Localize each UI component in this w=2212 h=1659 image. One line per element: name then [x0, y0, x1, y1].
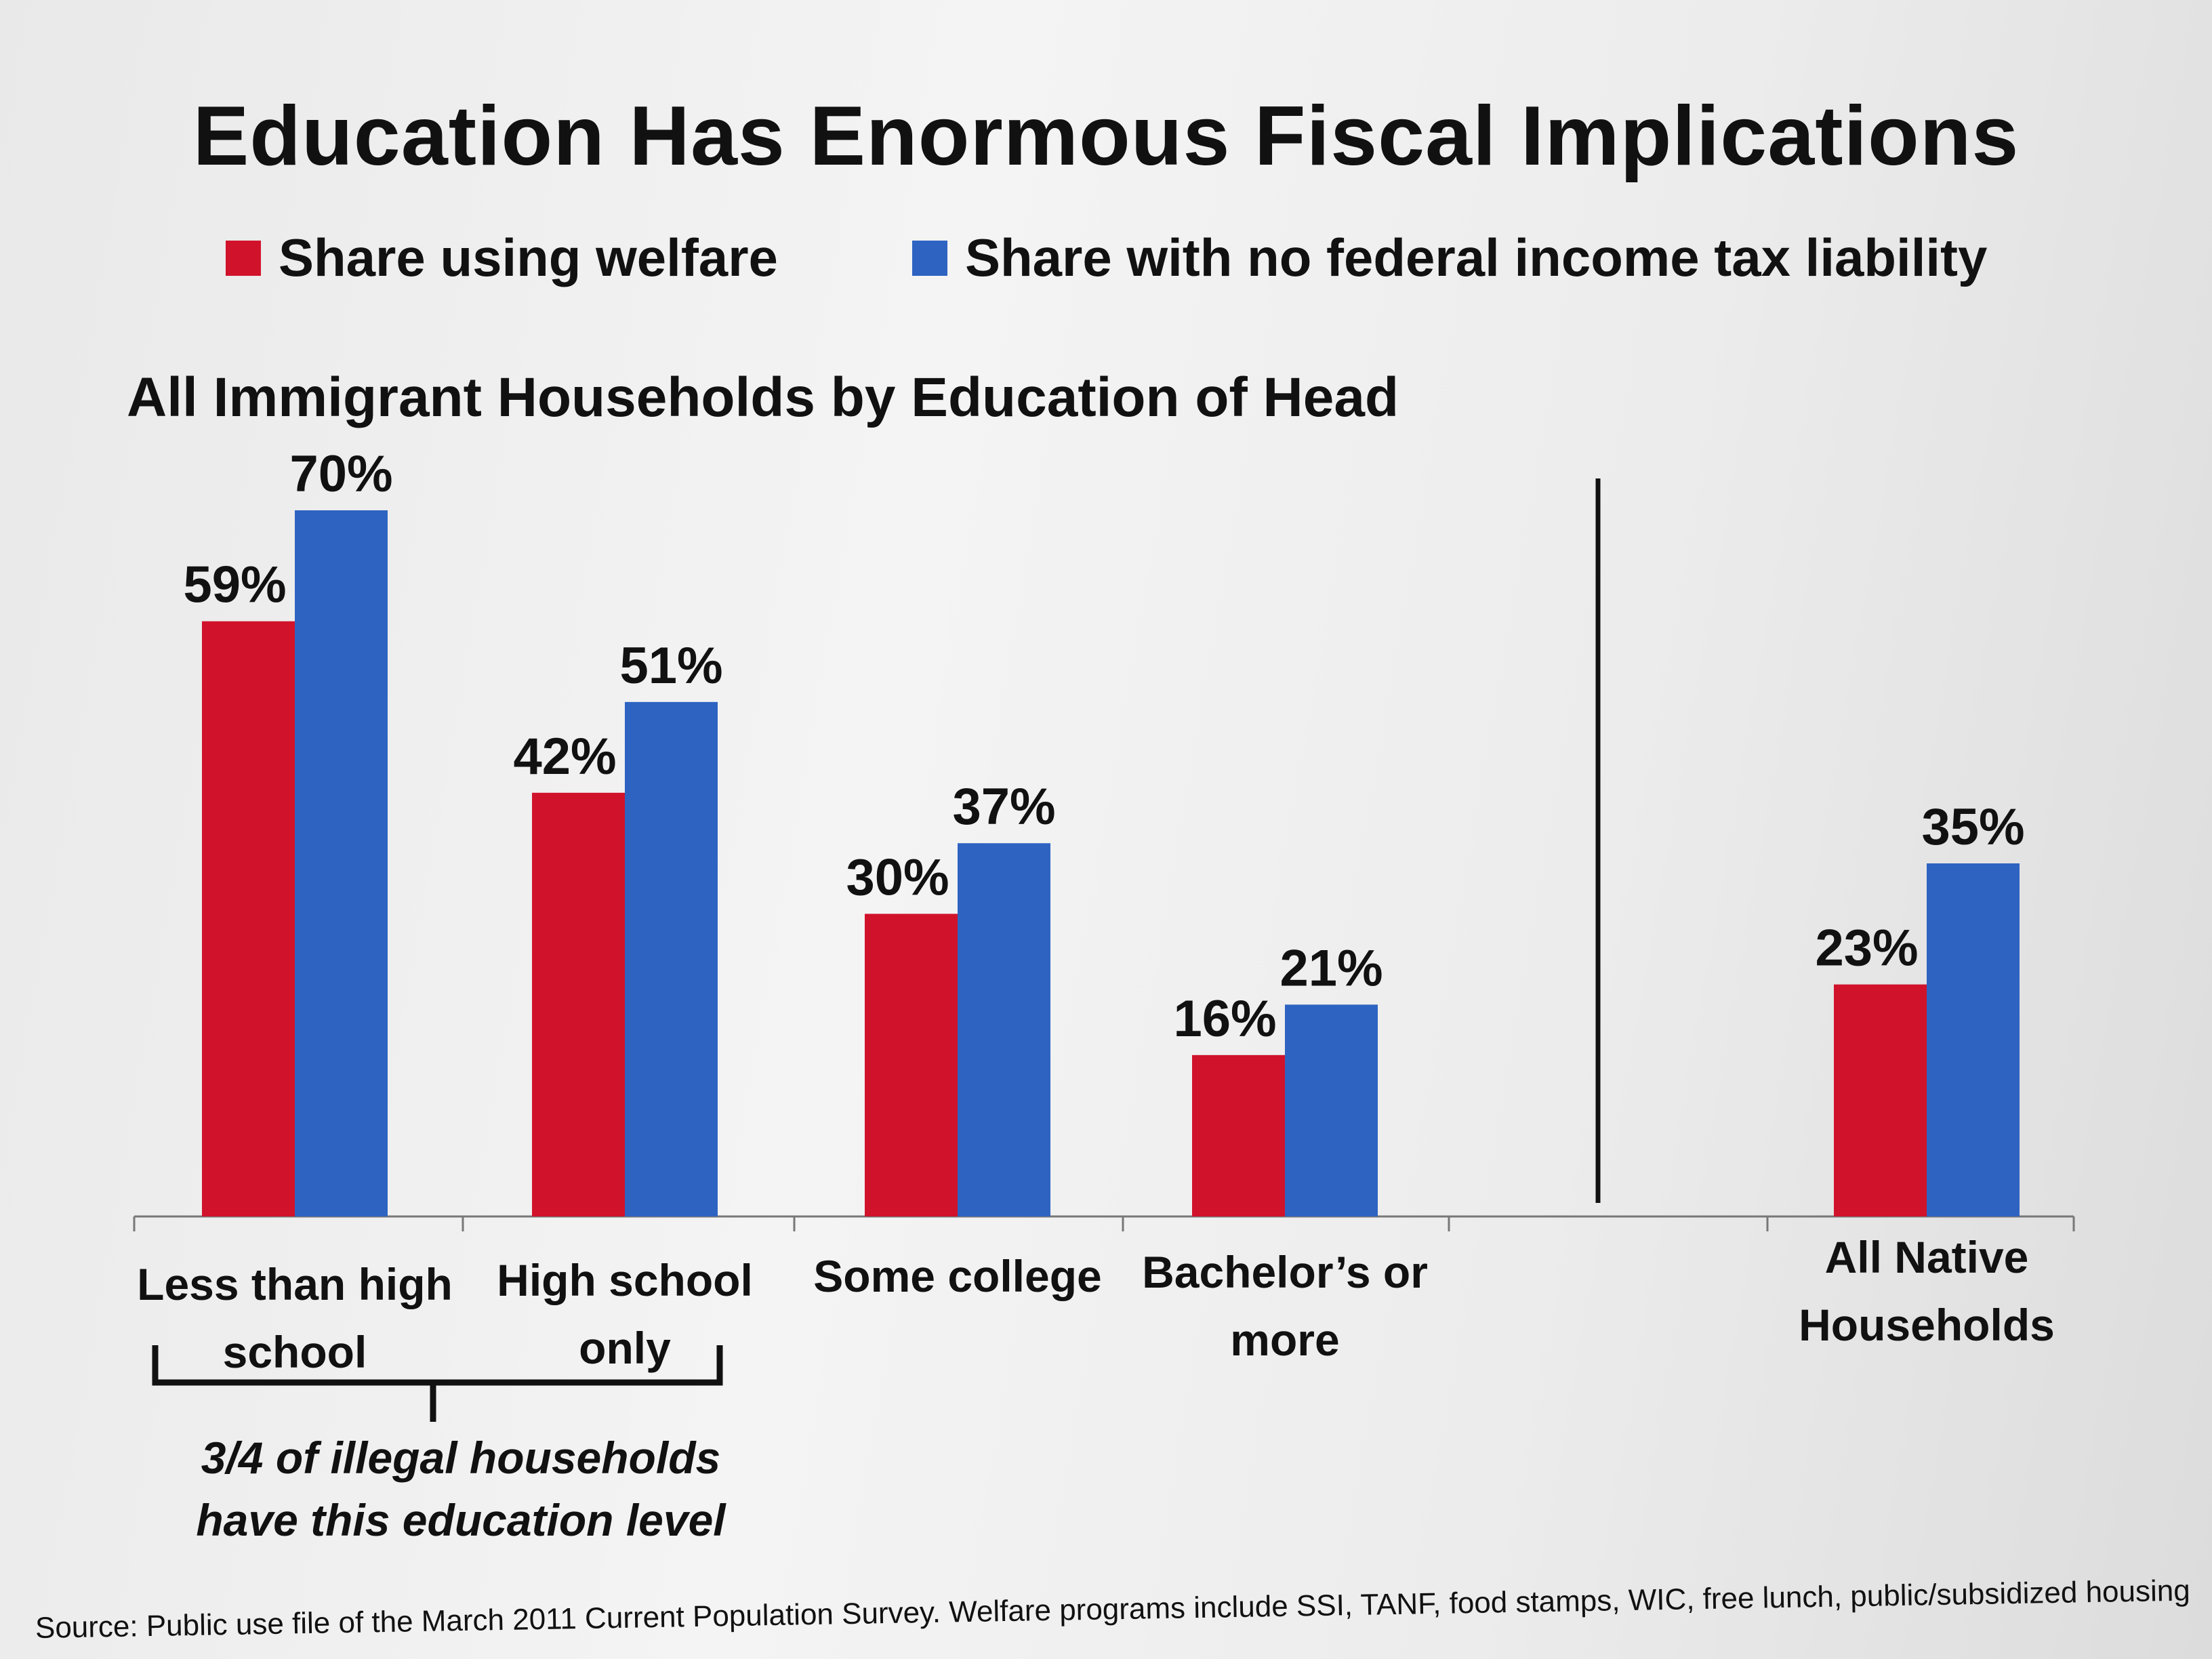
category-label: Some college — [781, 1242, 1134, 1310]
category-label-line: All Native — [1824, 1232, 2029, 1282]
data-label: 30% — [846, 848, 949, 906]
data-label: 42% — [513, 728, 616, 785]
bar-no-tax — [295, 510, 388, 1216]
bracket — [152, 1345, 723, 1422]
bar-welfare — [202, 621, 295, 1216]
legend-item-no-tax: Share with no federal income tax liabili… — [912, 227, 1987, 289]
legend-swatch-blue — [912, 240, 947, 276]
bar-welfare — [865, 914, 958, 1216]
bar-welfare — [1834, 984, 1927, 1216]
category-label-line: Bachelor’s or — [1142, 1247, 1428, 1297]
data-label: 59% — [183, 556, 286, 614]
category-label: High school only — [449, 1246, 801, 1382]
legend-item-welfare: Share using welfare — [226, 227, 778, 289]
data-label: 37% — [952, 778, 1055, 836]
category-label-line: Some college — [813, 1251, 1102, 1301]
bar-no-tax — [958, 843, 1050, 1216]
bar-no-tax — [1285, 1004, 1378, 1216]
data-label: 70% — [289, 445, 392, 503]
chart-subtitle: All Immigrant Households by Education of… — [127, 367, 1399, 428]
data-label: 16% — [1173, 990, 1276, 1048]
legend-swatch-red — [226, 240, 261, 276]
legend-label: Share with no federal income tax liabili… — [965, 228, 1988, 287]
annotation-line: 3/4 of illegal households — [201, 1433, 721, 1483]
bar-no-tax — [625, 701, 718, 1216]
bar-welfare — [532, 792, 625, 1216]
category-label-line: school — [222, 1327, 367, 1377]
annotation: 3/4 of illegal households have this educ… — [136, 1427, 786, 1551]
chart-title: Education Has Enormous Fiscal Implicatio… — [192, 89, 2020, 183]
category-label: All Native Households — [1750, 1223, 2103, 1359]
data-label: 51% — [619, 637, 722, 695]
data-label: 21% — [1279, 939, 1382, 997]
data-label: 23% — [1815, 920, 1918, 977]
category-label-line: Households — [1799, 1300, 2055, 1350]
legend-label: Share using welfare — [279, 228, 778, 287]
category-label-line: High school — [497, 1255, 753, 1305]
category-label-line: only — [579, 1323, 671, 1373]
category-label-line: Less than high — [137, 1259, 453, 1309]
annotation-line: have this education level — [196, 1495, 726, 1545]
data-label: 35% — [1921, 798, 2024, 856]
bar-welfare — [1192, 1054, 1285, 1216]
bar-no-tax — [1927, 863, 2020, 1216]
category-label-line: more — [1230, 1315, 1340, 1365]
category-label: Bachelor’s or more — [1109, 1238, 1461, 1374]
category-label: Less than high school — [119, 1250, 471, 1386]
